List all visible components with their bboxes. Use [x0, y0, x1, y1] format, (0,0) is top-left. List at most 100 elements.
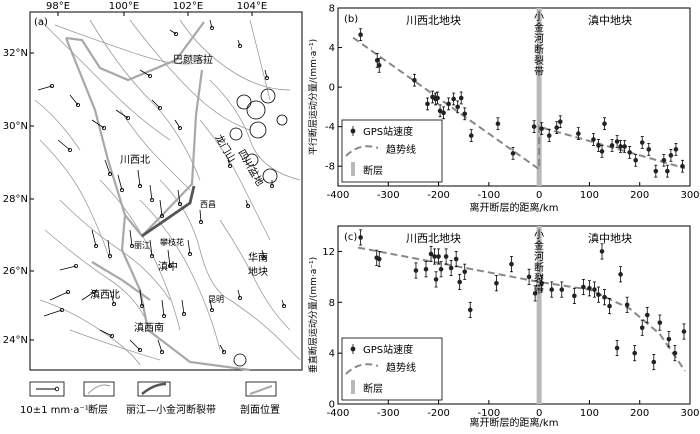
label-xichang: 西昌	[200, 200, 216, 209]
plot-b-ylabel: 平行断层运动分量/(mm·a⁻¹)	[308, 39, 319, 155]
error-ellipses	[229, 88, 288, 367]
plot-b-xtick-label: 300	[680, 190, 699, 201]
plot-c-gps-point	[681, 329, 687, 334]
plot-c-gps-point	[572, 293, 577, 299]
plot-b-right-block: 滇中地块	[588, 13, 632, 27]
plot-b-fault-zone-label: 小 金 河 断 裂 带	[534, 11, 544, 78]
plot-c-xlabel: 离开断层的距离/km	[470, 416, 559, 429]
plot-b-gps-point	[455, 104, 460, 110]
plot-c-gps-point	[448, 265, 454, 271]
lon-label-98: 98°E	[46, 1, 70, 12]
plot-b-legend-marker	[350, 128, 356, 134]
plot-c-gps-point	[376, 256, 382, 262]
plot-b-legend-trend-swatch	[345, 145, 379, 157]
plot-b-gps-point	[468, 133, 474, 138]
plot-b-xtick-label: -200	[427, 190, 450, 201]
plot-c-fz-char: 河	[534, 251, 544, 263]
plot-b-gps-point	[627, 150, 632, 155]
plot-c-gps-point	[559, 287, 565, 292]
plot-b-points	[358, 28, 685, 178]
plot-c-gps-point	[599, 249, 605, 254]
plot-c-gps-point	[457, 279, 462, 285]
plot-b-fz-char: 小	[534, 11, 544, 23]
plot-b-gps-point	[446, 101, 451, 107]
plot-b-gps-point	[557, 119, 563, 125]
plot-c-xtick-label: 300	[680, 408, 699, 419]
plot-c-ylabel: 垂直断层运动分量/(mm·a⁻¹)	[308, 257, 319, 373]
plot-c-gps-point	[436, 254, 441, 259]
plot-c-gps-point	[467, 307, 473, 313]
plot-b-xtick-label: -100	[478, 190, 501, 201]
plot-b-gps-point	[599, 149, 605, 154]
plot-c-gps-point	[438, 266, 444, 272]
plot-c-gps-point	[433, 277, 439, 282]
plot-b-panel-label: (b)	[344, 14, 358, 25]
legend-profile-line	[249, 385, 273, 395]
label-bayankala: 巴颜喀拉	[173, 53, 213, 66]
plot-c-gps-point	[423, 266, 429, 272]
plot-c-gps-point	[581, 284, 586, 290]
plot-b-gps-point	[510, 151, 516, 156]
plot-c-gps-point	[672, 350, 678, 356]
plot-b-gps-point	[618, 144, 623, 149]
plot-c-legend-trend: 趋势线	[386, 361, 416, 374]
plot-b-fz-char: 断	[534, 43, 544, 56]
plot-b-gps-point	[633, 157, 638, 163]
plot-b-gps-point	[435, 95, 440, 101]
plot-c-gps-point	[639, 325, 645, 331]
plot-c-gps-point	[443, 254, 449, 259]
plot-b-svg: -400 -300 -200 -100 0 100 200 300 -8 -4 0 4 8 (b) 川…	[307, 4, 700, 215]
plot-b-gps-point	[376, 63, 382, 68]
plot-c-xtick-label: -200	[427, 408, 450, 419]
plot-c-panel-label: (c)	[344, 232, 357, 243]
legend-velocity-label: 10±1 mm·a⁻¹	[20, 405, 89, 416]
plot-c-xtick-label: -400	[327, 408, 350, 419]
plot-c-fz-char: 断	[534, 261, 544, 274]
plot-c-xtick-label: -100	[478, 408, 501, 419]
map-frame	[29, 11, 303, 371]
plot-b-fz-char: 裂	[534, 54, 544, 67]
plot-b-gps-point	[437, 108, 443, 114]
lon-label-104: 104°E	[237, 1, 267, 12]
plot-c-legend-trend-swatch	[345, 363, 379, 375]
plot-b-xtick-label: -300	[377, 190, 400, 201]
plot-c-gps-point	[624, 302, 630, 308]
plot-b-gps-point	[622, 144, 627, 149]
plot-c-ytick-label: 12	[322, 247, 335, 258]
plot-b-ytick-label: -8	[325, 162, 335, 173]
plot-b-xtick-label: 100	[580, 190, 599, 201]
lat-label-28: 28°N	[3, 194, 28, 205]
plot-b-gps-point	[458, 95, 464, 101]
plot-c-fz-char: 金	[534, 239, 544, 252]
plot-c-gps-point	[666, 336, 672, 342]
plot-b-panel: -400 -300 -200 -100 0 100 200 300 -8 -4 0 4 8 (b) 川…	[307, 0, 700, 215]
plot-c-xtick-label: -300	[377, 408, 400, 419]
lat-label-32: 32°N	[3, 48, 28, 59]
plot-b-gps-point	[639, 140, 645, 145]
gps-velocity-arrows	[37, 19, 286, 354]
plot-b-ytick-label: 4	[329, 43, 335, 54]
legend-fault-label: 断层	[88, 403, 108, 416]
plot-c-legend	[341, 337, 443, 401]
plot-c-gps-point	[539, 280, 544, 286]
plot-b-gps-point	[646, 147, 652, 152]
label-kunming: 昆明	[208, 295, 224, 304]
plot-b-gps-point	[653, 168, 659, 174]
lijiang-xiaojinhe-fault	[141, 185, 196, 238]
lat-label-24: 24°N	[3, 335, 28, 346]
plot-b-gps-point	[596, 143, 601, 148]
plot-b-gps-point	[495, 121, 501, 126]
plot-c-gps-point	[657, 320, 663, 325]
label-chuanxibei: 川西北	[120, 154, 150, 166]
map-graticule-ticks	[30, 12, 253, 341]
plot-c-fault-zone-label: 小 金 河 断 裂 带	[534, 229, 544, 296]
plot-c-ytick-label: 4	[329, 349, 335, 360]
plot-c-legend-fault: 断层	[363, 382, 383, 395]
plot-c-yticks: 0 4 8 12	[322, 247, 342, 411]
map-panel-label: (a)	[34, 17, 48, 28]
plot-b-gps-point	[451, 96, 456, 102]
plot-c-points	[358, 229, 687, 371]
label-panzhihua: 攀枝花	[160, 237, 184, 247]
plot-c-gps-point	[632, 350, 637, 356]
plot-b-gps-point	[591, 137, 596, 142]
